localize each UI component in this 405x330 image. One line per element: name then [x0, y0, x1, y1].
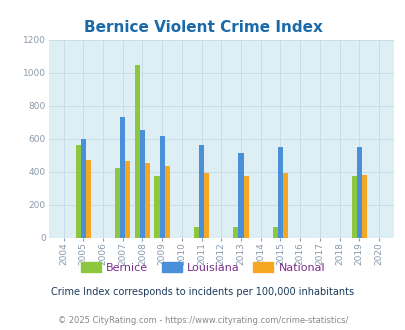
Text: © 2025 CityRating.com - https://www.cityrating.com/crime-statistics/: © 2025 CityRating.com - https://www.city… — [58, 315, 347, 325]
Bar — [361, 175, 366, 238]
Text: Crime Index corresponds to incidents per 100,000 inhabitants: Crime Index corresponds to incidents per… — [51, 287, 354, 297]
Bar — [351, 176, 356, 238]
Bar — [145, 163, 150, 238]
Bar — [115, 168, 120, 238]
Text: Bernice Violent Crime Index: Bernice Violent Crime Index — [83, 20, 322, 35]
Bar — [282, 173, 288, 238]
Bar — [134, 65, 139, 238]
Legend: Bernice, Louisiana, National: Bernice, Louisiana, National — [76, 258, 329, 277]
Bar — [120, 117, 125, 238]
Bar — [238, 153, 243, 238]
Bar — [154, 176, 159, 238]
Bar — [277, 147, 282, 238]
Bar — [272, 227, 277, 238]
Bar — [85, 160, 91, 238]
Bar — [125, 161, 130, 238]
Bar — [193, 227, 198, 238]
Bar — [164, 166, 169, 238]
Bar — [243, 176, 248, 238]
Bar — [81, 139, 85, 238]
Bar — [204, 173, 209, 238]
Bar — [75, 145, 81, 238]
Bar — [356, 147, 361, 238]
Bar — [159, 136, 164, 238]
Bar — [139, 130, 145, 238]
Bar — [198, 145, 204, 238]
Bar — [233, 227, 238, 238]
